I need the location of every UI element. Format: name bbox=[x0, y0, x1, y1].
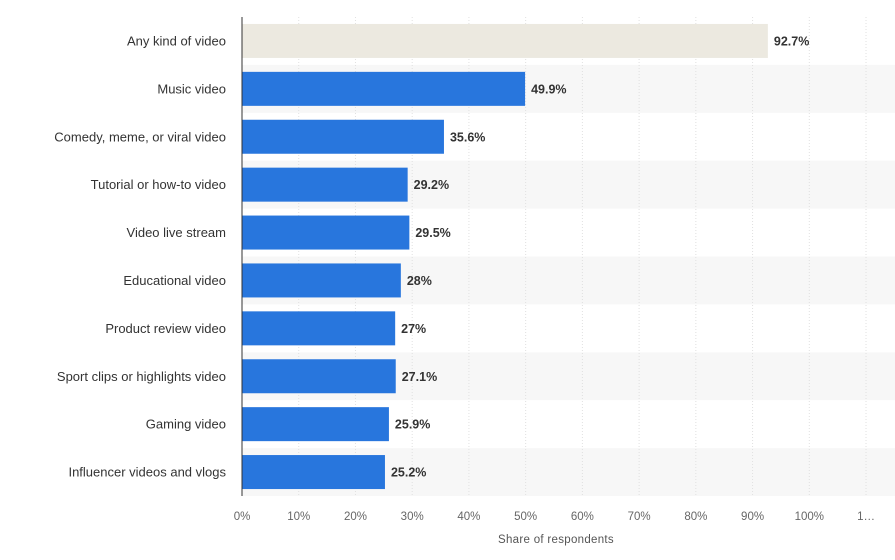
value-label: 25.9% bbox=[395, 418, 430, 432]
x-tick-label: 1… bbox=[857, 511, 875, 523]
category-label: Gaming video bbox=[146, 417, 226, 432]
value-label: 27% bbox=[401, 322, 426, 336]
bar[interactable] bbox=[242, 215, 410, 250]
x-tick-labels: 0% 10% 20% 30% 40% 50% 60% 70% 80% 90% 100% 1… bbox=[234, 511, 875, 523]
value-label: 35.6% bbox=[450, 130, 485, 144]
x-tick-label: 50% bbox=[514, 511, 537, 523]
bars bbox=[242, 23, 768, 490]
category-label: Tutorial or how-to video bbox=[91, 177, 226, 192]
x-tick-label: 40% bbox=[457, 511, 480, 523]
bar[interactable] bbox=[242, 311, 396, 346]
value-label: 29.2% bbox=[414, 178, 449, 192]
value-label: 49.9% bbox=[531, 82, 566, 96]
value-label: 25.2% bbox=[391, 466, 426, 480]
value-label: 29.5% bbox=[415, 226, 450, 240]
category-label: Music video bbox=[157, 81, 226, 96]
x-tick-label: 90% bbox=[741, 511, 764, 523]
value-label: 92.7% bbox=[774, 34, 809, 48]
category-label: Influencer videos and vlogs bbox=[68, 465, 226, 480]
value-label: 27.1% bbox=[402, 370, 437, 384]
x-tick-label: 60% bbox=[571, 511, 594, 523]
category-label: Product review video bbox=[105, 321, 226, 336]
category-label: Comedy, meme, or viral video bbox=[54, 129, 226, 144]
x-tick-label: 30% bbox=[401, 511, 424, 523]
bar[interactable] bbox=[242, 71, 526, 106]
x-tick-label: 70% bbox=[628, 511, 651, 523]
bar[interactable] bbox=[242, 407, 389, 442]
x-tick-label: 100% bbox=[795, 511, 824, 523]
x-axis-title: Share of respondents bbox=[498, 534, 614, 546]
bar[interactable] bbox=[242, 263, 401, 298]
x-tick-label: 20% bbox=[344, 511, 367, 523]
category-label: Any kind of video bbox=[127, 33, 226, 48]
category-label: Video live stream bbox=[127, 225, 226, 240]
bar[interactable] bbox=[242, 119, 444, 154]
category-labels: Any kind of video Music video Comedy, meme… bbox=[54, 33, 226, 479]
value-labels: 92.7% 49.9% 35.6% 29.2% 29.5% 28% 27% 27.1% 25.9… bbox=[391, 34, 809, 479]
bar[interactable] bbox=[242, 455, 385, 490]
category-label: Educational video bbox=[123, 273, 226, 288]
x-tick-label: 0% bbox=[234, 511, 251, 523]
bar[interactable] bbox=[242, 23, 768, 58]
category-label: Sport clips or highlights video bbox=[57, 369, 226, 384]
value-label: 28% bbox=[407, 274, 432, 288]
bar[interactable] bbox=[242, 359, 396, 394]
x-tick-label: 80% bbox=[684, 511, 707, 523]
bar[interactable] bbox=[242, 167, 408, 202]
x-tick-label: 10% bbox=[287, 511, 310, 523]
